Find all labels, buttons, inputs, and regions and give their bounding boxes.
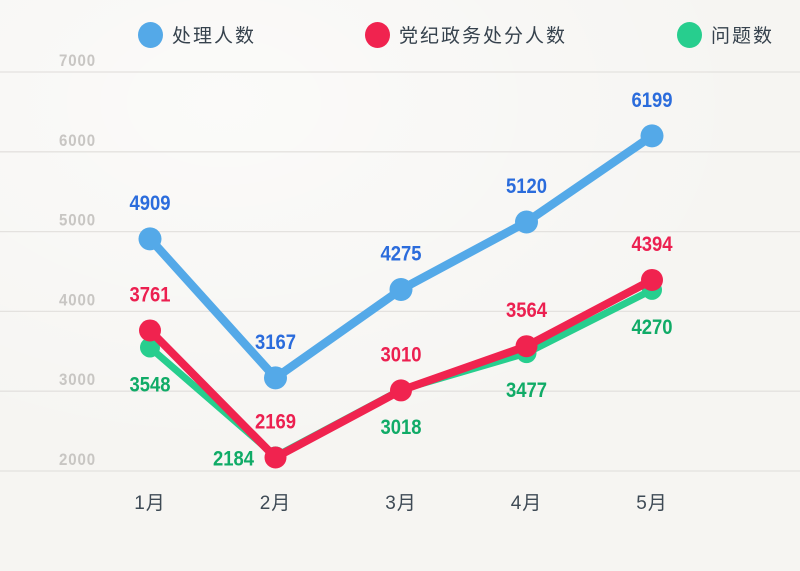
y-tick-label: 6000: [59, 131, 96, 150]
y-tick-label: 7000: [59, 51, 96, 70]
legend-item-chuli-renshu[interactable]: 处理人数: [138, 21, 256, 48]
x-axis-label: 2月: [260, 493, 292, 514]
data-point[interactable]: [264, 446, 287, 469]
legend-label: 处理人数: [172, 26, 257, 47]
data-label: 3477: [506, 379, 547, 402]
data-point[interactable]: [139, 319, 161, 342]
legend-item-dangji-chufen-renshu[interactable]: 党纪政务处分人数: [365, 21, 567, 48]
data-point[interactable]: [515, 335, 538, 358]
legend-dot-blue: [138, 21, 163, 48]
data-label: 6199: [632, 89, 673, 112]
x-axis-label: 1月: [134, 493, 166, 514]
y-tick-label: 5000: [59, 211, 96, 230]
data-point[interactable]: [640, 124, 664, 148]
data-label: 3761: [130, 283, 171, 306]
data-label: 2169: [255, 411, 296, 434]
data-label: 3564: [506, 299, 547, 322]
data-label: 3167: [255, 331, 296, 354]
data-label: 3010: [381, 343, 422, 366]
data-label: 5120: [506, 175, 547, 198]
data-label: 2184: [213, 447, 254, 470]
x-axis-label: 3月: [385, 493, 417, 514]
legend-label: 党纪政务处分人数: [399, 26, 568, 47]
legend-item-wenti-shu[interactable]: 问题数: [677, 21, 774, 48]
y-tick-label: 4000: [59, 290, 96, 309]
data-point[interactable]: [390, 379, 412, 402]
legend-label: 问题数: [711, 26, 775, 47]
legend-dot-green: [677, 21, 702, 48]
legend: 处理人数 党纪政务处分人数 问题数: [0, 0, 800, 60]
y-tick-label: 3000: [59, 370, 96, 389]
data-label: 3018: [381, 416, 422, 439]
data-point[interactable]: [641, 268, 663, 291]
legend-dot-red: [365, 21, 390, 48]
x-axis-label: 5月: [636, 493, 668, 514]
data-label: 4275: [381, 242, 422, 265]
data-label: 3548: [130, 373, 171, 396]
data-point[interactable]: [515, 210, 538, 234]
y-tick-label: 2000: [59, 450, 96, 469]
data-label: 4270: [632, 316, 673, 339]
data-label: 4394: [632, 233, 673, 256]
data-point[interactable]: [138, 227, 162, 251]
data-point[interactable]: [264, 366, 287, 390]
x-axis-label: 4月: [511, 493, 543, 514]
data-label: 4909: [130, 192, 171, 215]
data-point[interactable]: [140, 337, 160, 358]
data-point[interactable]: [389, 277, 413, 301]
